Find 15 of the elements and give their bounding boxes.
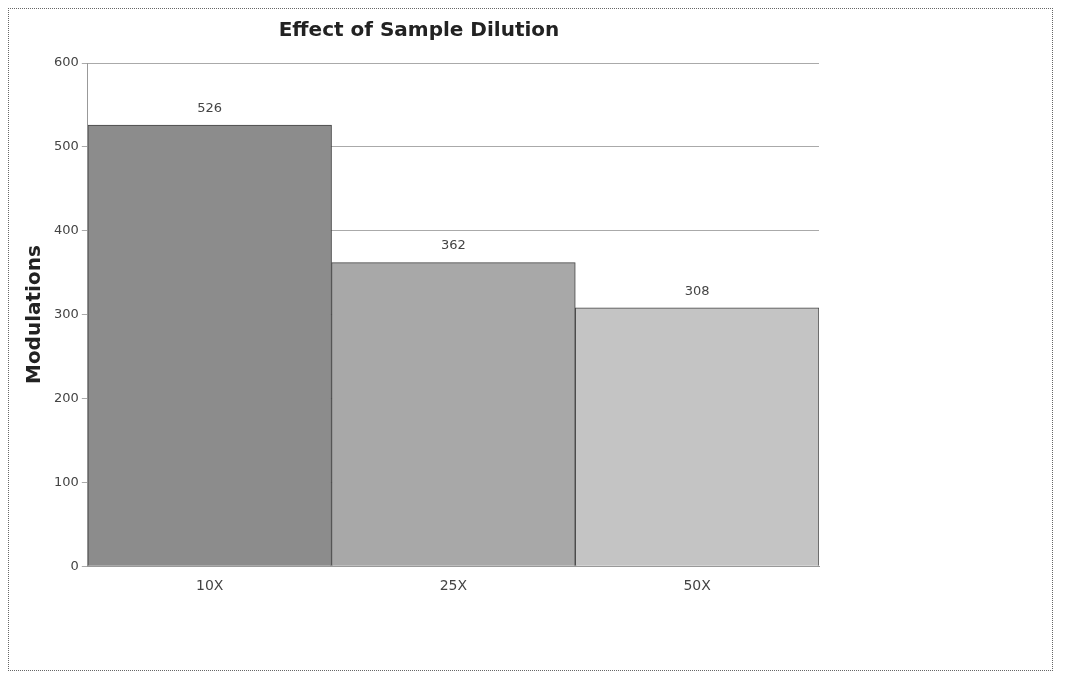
x-tick-label: 50X: [683, 577, 712, 594]
x-tick-label: 25X: [439, 577, 468, 594]
y-tick-label: 600: [53, 54, 79, 70]
y-tick-label: 200: [53, 389, 79, 405]
y-tick-label: 400: [53, 222, 79, 238]
x-tick-label: 10X: [195, 577, 224, 594]
y-axis-title: Modulations: [21, 245, 46, 385]
chart-title: Effect of Sample Dilution: [278, 17, 560, 42]
y-tick-label: 0: [70, 557, 79, 573]
y-tick-label: 500: [53, 138, 79, 154]
y-tick-label: 300: [53, 305, 79, 321]
data-label: 308: [684, 282, 710, 298]
data-label: 362: [440, 237, 466, 253]
y-tick-label: 100: [53, 473, 79, 489]
data-label: 526: [197, 99, 223, 115]
